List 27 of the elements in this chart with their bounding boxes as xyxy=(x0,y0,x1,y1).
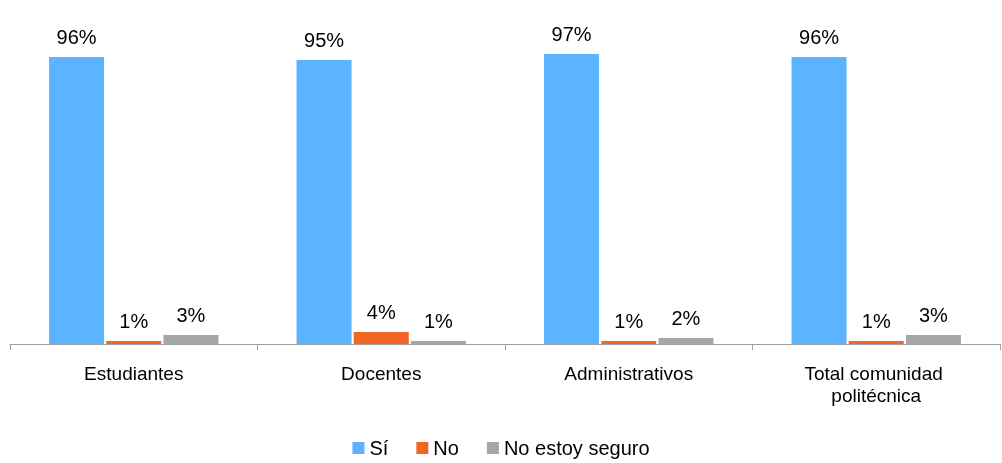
data-label: 3% xyxy=(176,304,206,327)
data-label: 96% xyxy=(799,25,840,48)
bar xyxy=(791,56,847,344)
bar xyxy=(848,341,904,344)
legend-label: No xyxy=(433,437,459,459)
data-label: 1% xyxy=(861,310,891,333)
bar xyxy=(353,332,409,344)
x-tick-label: Total comunidad politécnica xyxy=(804,362,949,406)
data-label: 2% xyxy=(671,307,701,330)
data-label: 1% xyxy=(424,310,454,333)
legend-label: Sí xyxy=(369,437,389,459)
data-label: 96% xyxy=(56,25,97,48)
data-label: 4% xyxy=(366,301,396,324)
data-label: 95% xyxy=(304,28,345,51)
bar xyxy=(106,341,162,344)
data-label: 97% xyxy=(551,22,592,45)
data-label: 1% xyxy=(614,310,644,333)
legend-label: No estoy seguro xyxy=(503,437,650,459)
x-tick-label: Docentes xyxy=(341,362,422,384)
bar xyxy=(296,59,352,344)
data-label: 1% xyxy=(119,310,149,333)
x-tick-label: Estudiantes xyxy=(84,362,184,384)
bar xyxy=(601,341,657,344)
data-label: 3% xyxy=(919,304,949,327)
x-tick-label: Administrativos xyxy=(564,362,694,384)
bar xyxy=(544,53,600,344)
bar xyxy=(49,56,105,344)
